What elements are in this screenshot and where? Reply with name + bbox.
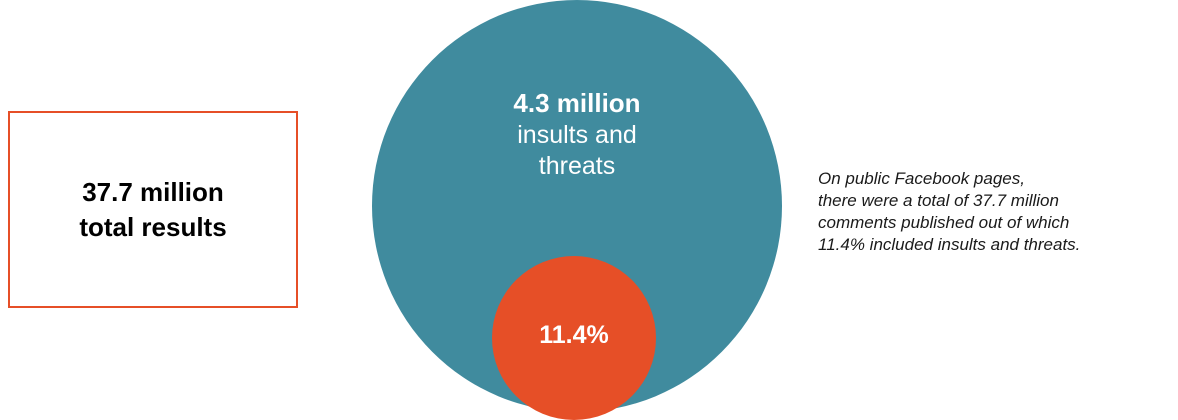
total-results-value: 37.7 million [82,176,224,207]
caption-line: comments published out of which [818,213,1070,232]
caption-line: there were a total of 37.7 million [818,191,1059,210]
percentage-circle: 11.4% [492,256,656,420]
insults-threats-value: 4.3 million [513,88,641,118]
percentage-value: 11.4% [539,320,609,349]
insults-threats-text: 4.3 million insults and threats [372,87,782,182]
insults-threats-label-line2: threats [538,152,616,180]
caption-line: 11.4% included insults and threats. [818,235,1081,254]
total-results-box: 37.7 million total results [8,111,298,308]
total-results-label: total results [79,211,227,242]
caption-text: On public Facebook pages, there were a t… [818,168,1174,256]
caption-line: On public Facebook pages, [818,169,1025,188]
insults-threats-label-line1: insults and [517,121,637,149]
